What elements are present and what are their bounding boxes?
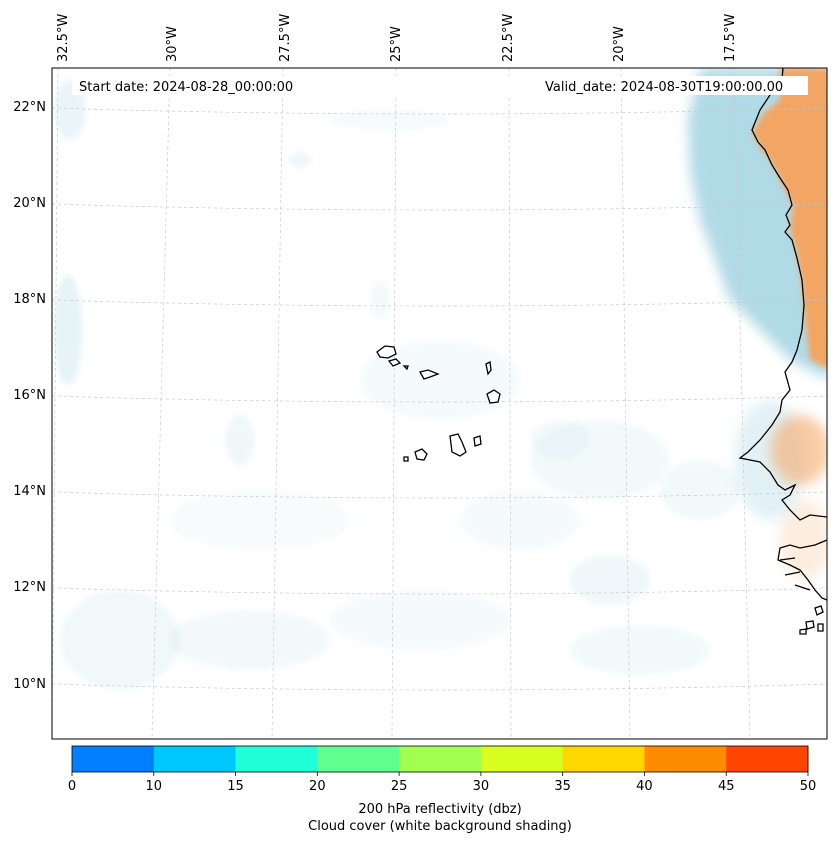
colorbar-tick-label: 25 <box>391 779 408 794</box>
island-santa-luzia <box>402 365 409 371</box>
colorbar-tick-label: 50 <box>800 779 817 794</box>
island-fogo <box>414 448 428 461</box>
lon-label: 17.5°W <box>723 14 738 62</box>
lon-label: 25°W <box>389 26 404 62</box>
valid-date-box: Valid_date: 2024-08-30T19:00:00.00 <box>538 76 808 95</box>
africa-coastline <box>738 68 827 521</box>
valid-date-text: Valid_date: 2024-08-30T19:00:00.00 <box>545 80 783 95</box>
colorbar-tick-label: 40 <box>636 779 653 794</box>
colorbar-tick-label: 30 <box>473 779 490 794</box>
lat-label: 14°N <box>13 484 46 499</box>
lon-label: 30°W <box>165 26 180 62</box>
lat-label: 10°N <box>13 677 46 692</box>
colorbar-swatch <box>399 746 482 772</box>
colorbar-tick-label: 15 <box>227 779 244 794</box>
lat-label: 18°N <box>13 292 46 307</box>
colorbar-tick-label: 20 <box>309 779 326 794</box>
colorbar-tick-label: 10 <box>146 779 163 794</box>
colorbar-label-line1: 200 hPa reflectivity (dbz) <box>358 802 521 817</box>
colorbar-tick-label: 35 <box>554 779 571 794</box>
guinea-bissau-coast <box>777 539 827 601</box>
colorbar-tick-label: 0 <box>68 779 76 794</box>
island-sao-nicolau <box>419 369 440 380</box>
lat-label: 12°N <box>13 580 46 595</box>
colorbar-ticks: 0 10 15 20 25 30 35 40 45 50 <box>68 772 816 794</box>
bijagos-island <box>814 605 824 616</box>
lon-label: 20°W <box>612 26 627 62</box>
island-sal <box>485 361 492 376</box>
longitude-labels: 32.5°W 30°W 27.5°W 25°W 22.5°W 20°W 17.5… <box>56 14 738 62</box>
colorbar-border <box>71 745 809 773</box>
lon-label: 32.5°W <box>56 14 71 62</box>
bijagos-island <box>817 623 824 632</box>
island-brava <box>403 456 409 462</box>
map-border <box>51 67 828 740</box>
lat-label: 22°N <box>13 100 46 115</box>
colorbar-swatch <box>562 746 645 772</box>
coast-detail <box>779 557 811 591</box>
bijagos-island <box>799 628 807 635</box>
lon-label: 22.5°W <box>501 14 516 62</box>
colorbar-swatch <box>72 746 155 772</box>
colorbar-swatches <box>72 746 809 772</box>
island-maio <box>473 435 482 447</box>
island-sao-vicente <box>387 358 402 367</box>
lon-label: 27.5°W <box>278 14 293 62</box>
start-date-text: Start date: 2024-08-28_00:00:00 <box>79 80 293 95</box>
colorbar-swatch <box>726 746 809 772</box>
colorbar-swatch <box>480 746 564 772</box>
lat-label: 20°N <box>13 196 46 211</box>
colorbar-swatch <box>317 746 400 772</box>
colorbar: 0 10 15 20 25 30 35 40 45 50 200 hPa reflectivity… <box>68 745 816 834</box>
start-date-box: Start date: 2024-08-28_00:00:00 <box>72 76 537 95</box>
map-content: Start date: 2024-08-28_00:00:00 Valid_da… <box>52 68 827 739</box>
colorbar-swatch <box>153 746 237 772</box>
colorbar-swatch <box>235 746 318 772</box>
lat-label: 16°N <box>13 388 46 403</box>
bijagos-island <box>805 620 815 630</box>
colorbar-swatch <box>644 746 727 772</box>
island-santo-antao <box>376 345 397 359</box>
colorbar-tick-label: 45 <box>718 779 735 794</box>
graticule <box>52 68 827 739</box>
cape-verde-islands <box>376 345 501 462</box>
colorbar-label-line2: Cloud cover (white background shading) <box>308 819 572 834</box>
island-boa-vista <box>486 389 501 404</box>
island-santiago <box>449 433 467 457</box>
latitude-labels: 22°N 20°N 18°N 16°N 14°N 12°N 10°N <box>13 100 46 692</box>
reflectivity-shading <box>752 68 827 580</box>
